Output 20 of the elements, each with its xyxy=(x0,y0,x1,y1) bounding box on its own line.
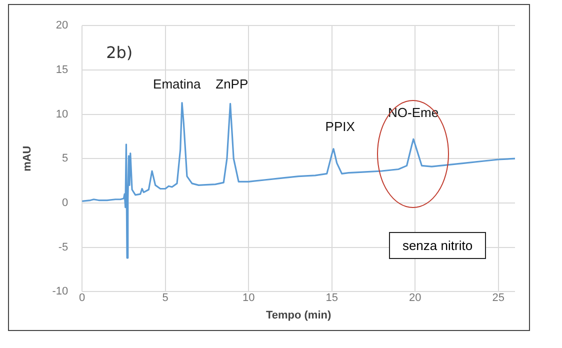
y-tick-label: 5 xyxy=(62,152,68,165)
y-axis-title: mAU xyxy=(22,146,34,172)
y-tick-label: 20 xyxy=(56,20,68,32)
annotation: PPIX xyxy=(325,119,356,134)
annotation: senza nitrito xyxy=(389,232,486,259)
annotation: ZnPP xyxy=(216,76,248,92)
y-tick-label: 15 xyxy=(56,64,68,76)
y-tick-label: 10 xyxy=(56,108,68,120)
y-tick-label: 0 xyxy=(62,196,68,209)
text: 2b) xyxy=(106,42,133,62)
x-tick-label: 5 xyxy=(162,292,168,304)
y-tick-label: -10 xyxy=(52,286,68,298)
x-tick-label: 25 xyxy=(492,292,504,304)
x-tick-label: 0 xyxy=(79,292,86,304)
x-tick-label: 20 xyxy=(408,292,422,304)
annotation: Ematina xyxy=(153,76,202,92)
x-tick-label: 15 xyxy=(326,292,338,304)
x-axis-title: Tempo (min) xyxy=(266,309,332,322)
x-tick-label: 10 xyxy=(242,292,255,304)
y-tick-label: -5 xyxy=(58,241,68,254)
